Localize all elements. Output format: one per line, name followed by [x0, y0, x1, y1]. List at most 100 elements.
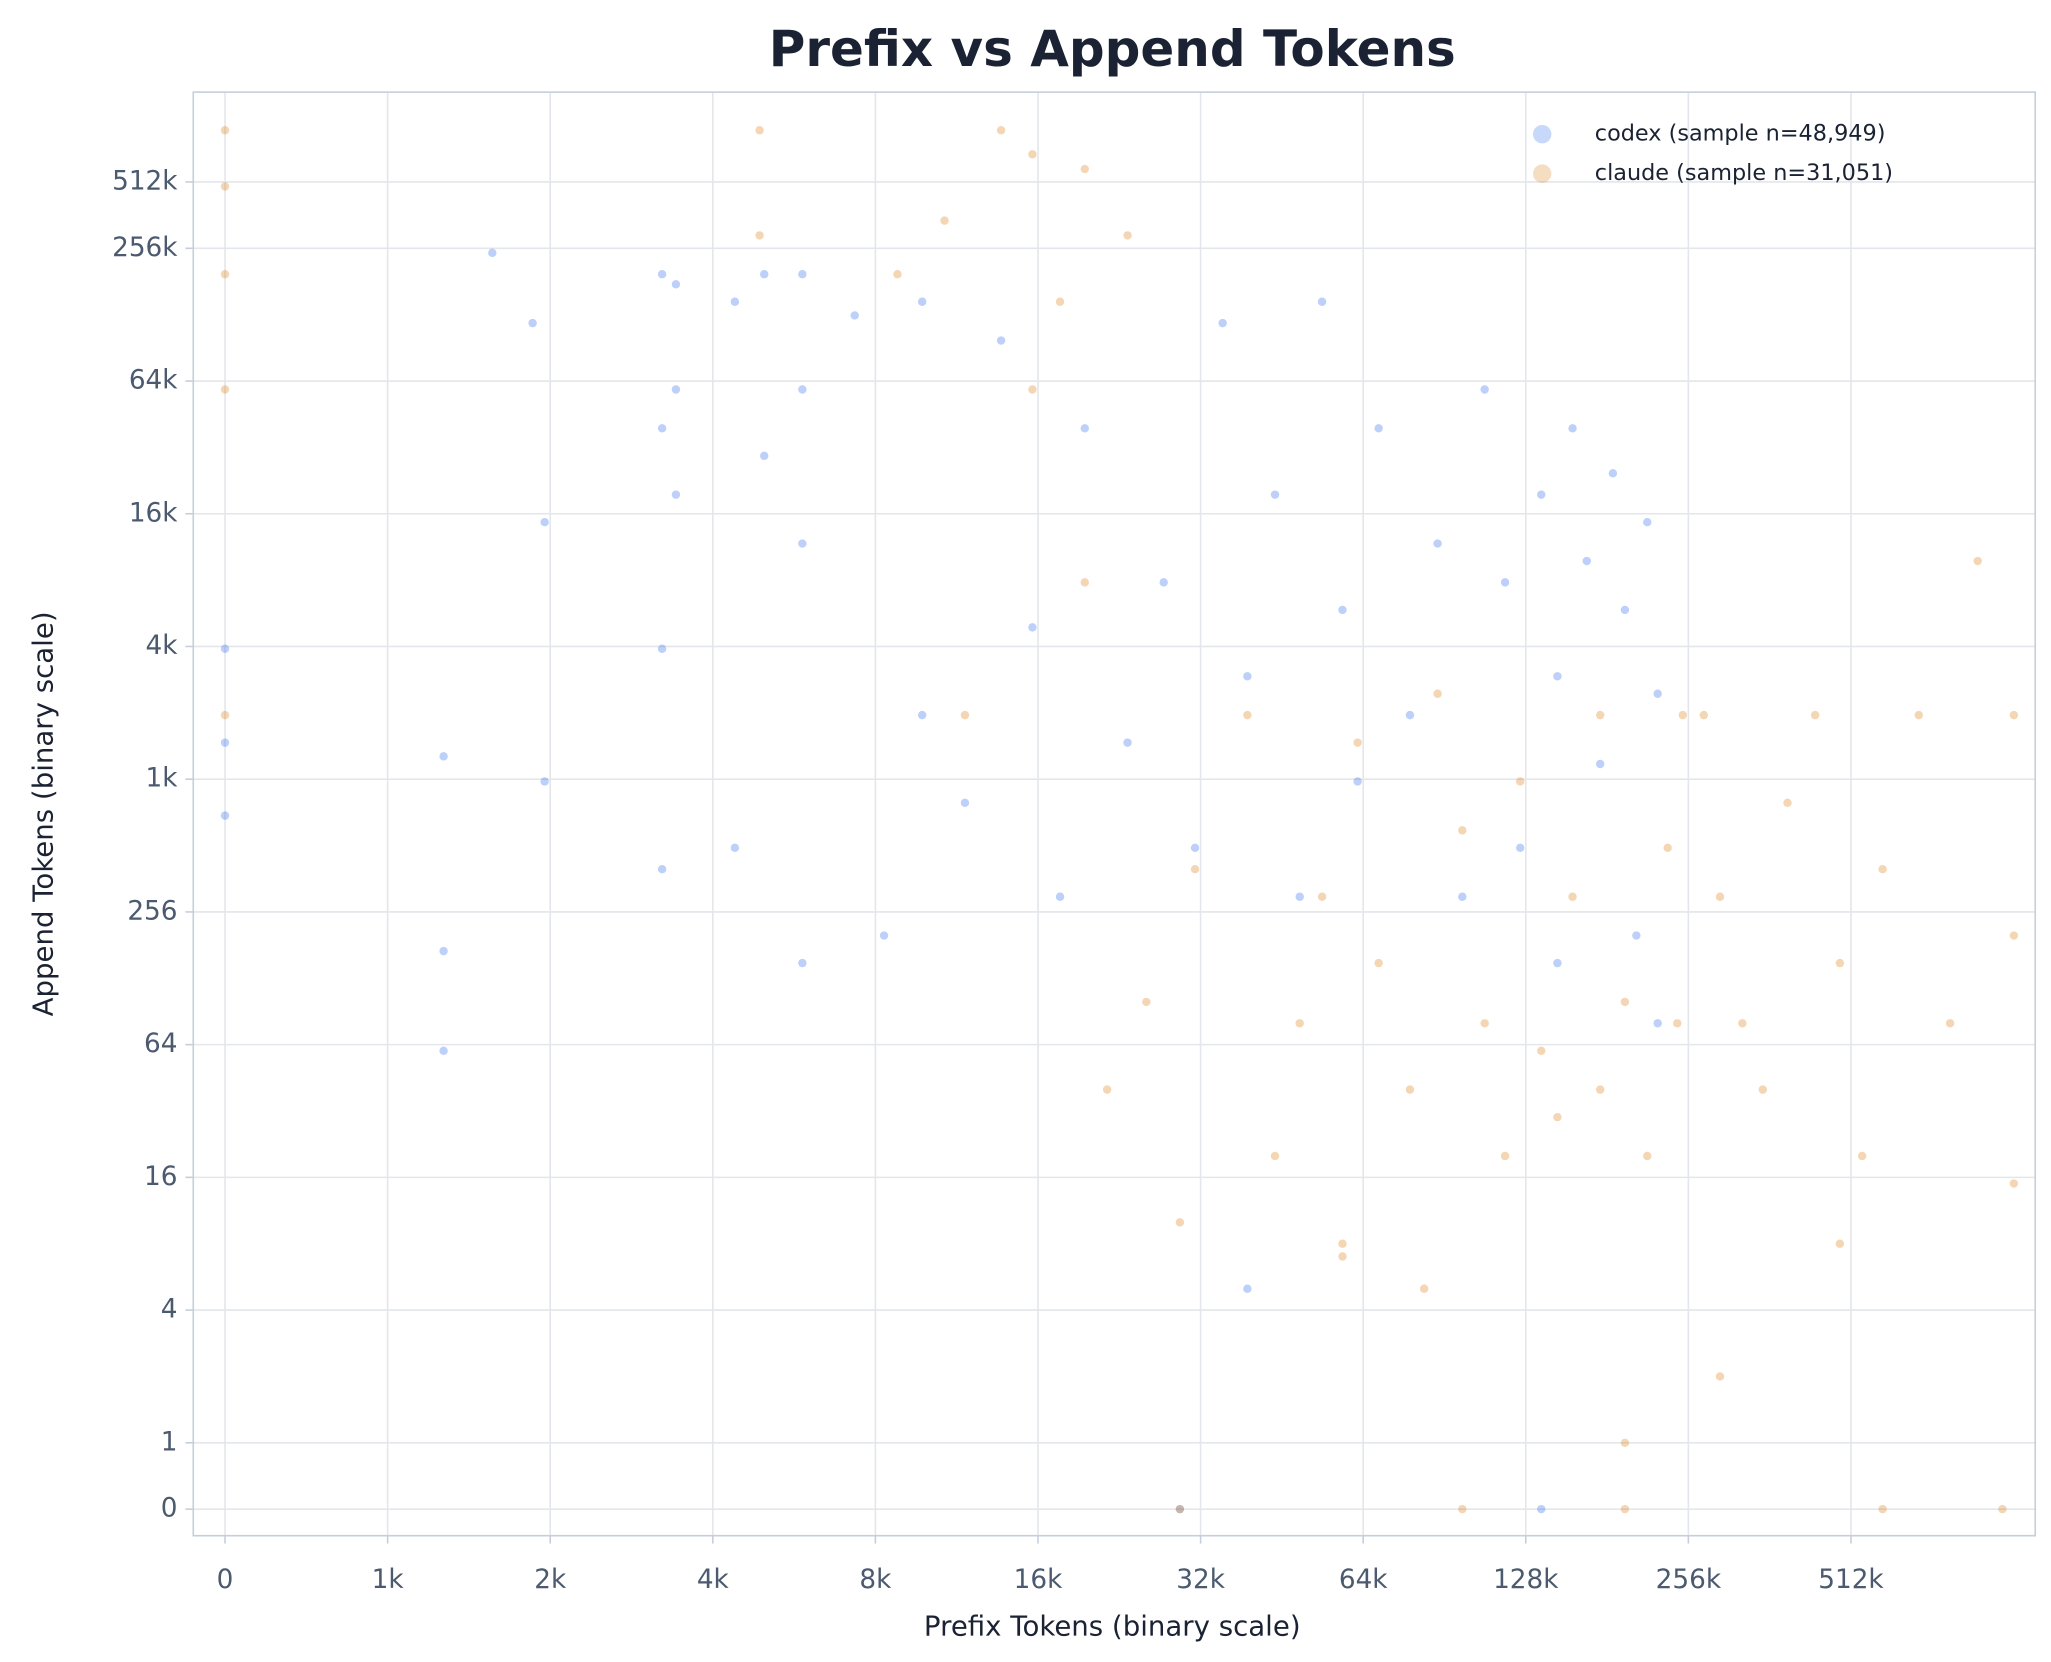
point	[1620, 605, 1630, 615]
point	[1338, 1252, 1347, 1261]
grid	[193, 92, 2036, 1536]
point	[1080, 424, 1089, 433]
axes: 0 1k 2k 4k 8k 16k 32k 64k 128k 256k 512k 0 1 4 16 64 256…	[112, 166, 1884, 1594]
point	[1433, 539, 1442, 548]
point	[1374, 424, 1383, 433]
point	[1500, 578, 1510, 587]
point	[1568, 892, 1577, 901]
point	[940, 216, 949, 225]
x-tick-label: 128k	[1493, 1565, 1559, 1595]
point	[1643, 517, 1652, 527]
legend-label: claude (sample n=31,051)	[1595, 160, 1893, 186]
point	[1480, 1019, 1489, 1028]
point	[1715, 892, 1725, 901]
point	[1175, 1504, 1185, 1514]
point	[1159, 578, 1168, 587]
point	[220, 811, 230, 820]
point	[1175, 1504, 1185, 1514]
y-tick-label: 1k	[146, 764, 179, 794]
x-tick-label: 1k	[372, 1565, 405, 1595]
plot-frame	[192, 91, 2037, 1537]
point	[439, 1046, 448, 1056]
point	[1783, 798, 1792, 808]
point	[1419, 1284, 1429, 1293]
point	[220, 644, 230, 653]
point	[220, 270, 230, 279]
point	[1353, 777, 1362, 786]
y-tick-label: 16k	[129, 498, 178, 528]
point	[657, 270, 667, 279]
point	[760, 270, 769, 279]
point	[1190, 864, 1200, 874]
point	[960, 710, 970, 720]
point	[1317, 297, 1327, 306]
point	[917, 297, 927, 306]
x-tick-label: 4k	[697, 1565, 730, 1595]
y-tick-label: 0	[161, 1494, 178, 1524]
y-tick-label: 64k	[129, 366, 178, 396]
legend-label: codex (sample n=48,949)	[1595, 121, 1886, 147]
point	[1699, 710, 1709, 720]
point	[1055, 297, 1065, 306]
point	[1405, 710, 1415, 720]
x-tick-label: 16k	[1014, 1565, 1063, 1595]
point	[671, 280, 681, 289]
point	[1270, 1151, 1280, 1161]
point	[1632, 931, 1641, 940]
point	[1537, 1504, 1546, 1514]
x-tick-label: 2k	[534, 1565, 567, 1595]
point	[1516, 843, 1525, 853]
point	[1458, 892, 1467, 901]
point	[798, 958, 807, 968]
point	[439, 946, 448, 956]
point	[1175, 1218, 1185, 1227]
point	[1608, 469, 1618, 478]
point	[1123, 231, 1132, 240]
point	[1190, 843, 1200, 853]
point	[1973, 556, 1982, 566]
point	[1458, 826, 1467, 835]
x-axis-label: Prefix Tokens (binary scale)	[924, 1610, 1301, 1643]
point	[1835, 1239, 1845, 1248]
point	[1643, 1151, 1652, 1161]
point	[1998, 1504, 2007, 1514]
point	[1620, 1504, 1630, 1514]
point	[1055, 892, 1065, 901]
point	[1080, 578, 1089, 587]
point	[1374, 958, 1383, 968]
point	[798, 539, 807, 548]
point	[1653, 689, 1662, 698]
point	[730, 297, 740, 306]
point	[879, 931, 889, 940]
point	[1458, 1504, 1467, 1514]
point	[1270, 490, 1280, 499]
point	[1653, 1019, 1662, 1028]
point	[1553, 672, 1562, 681]
point	[1715, 1372, 1725, 1381]
points	[220, 126, 2019, 1514]
point	[1620, 1438, 1630, 1448]
point	[671, 490, 681, 499]
y-axis-label: Append Tokens (binary scale)	[27, 611, 60, 1016]
point	[1028, 385, 1037, 394]
point	[1243, 1284, 1252, 1293]
point	[1878, 1504, 1887, 1514]
x-tick-label: 0	[217, 1565, 234, 1595]
y-tick-label: 4	[161, 1295, 178, 1325]
point	[1218, 318, 1227, 328]
point	[1582, 556, 1591, 566]
point	[798, 270, 807, 279]
point	[1295, 1019, 1304, 1028]
y-tick-label: 256k	[112, 233, 178, 263]
point	[996, 336, 1006, 345]
chart-title: Prefix vs Append Tokens	[769, 20, 1456, 78]
point	[960, 798, 970, 808]
point	[730, 843, 740, 853]
point	[488, 248, 497, 258]
point	[671, 385, 681, 394]
point	[1810, 710, 1820, 720]
point	[657, 644, 667, 653]
y-tick-label: 1	[161, 1427, 178, 1457]
point	[1028, 150, 1037, 159]
